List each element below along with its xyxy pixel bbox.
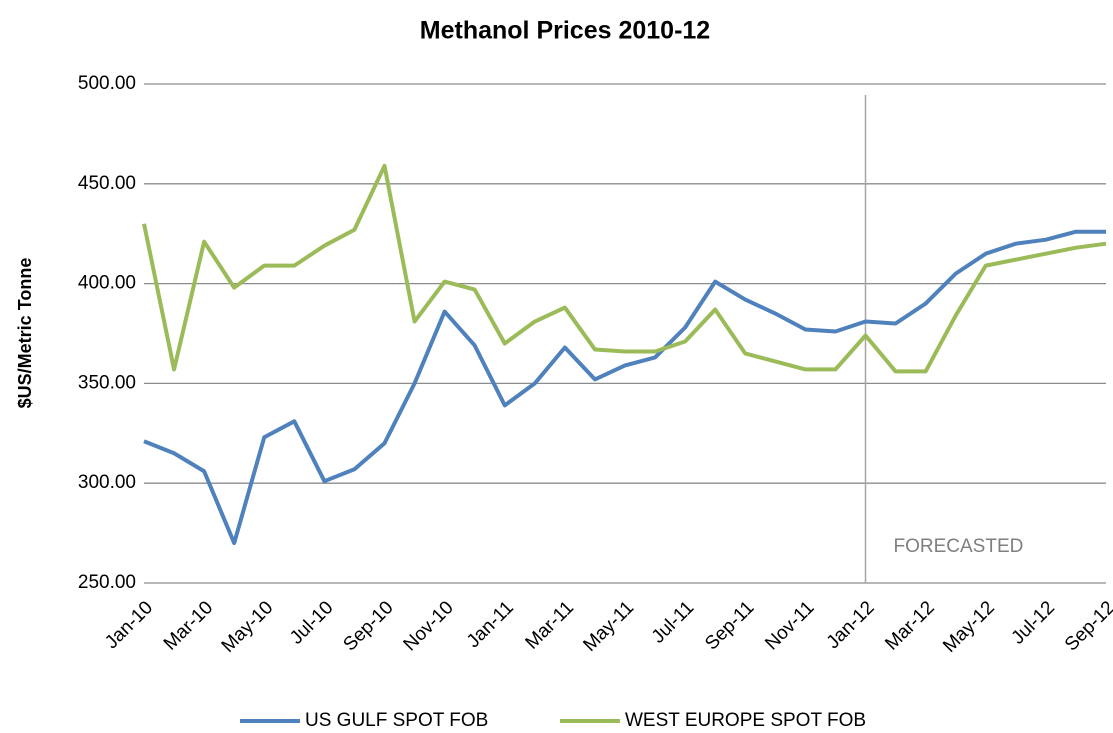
chart-title: Methanol Prices 2010-12 [420, 17, 710, 45]
y-tick-label: 250.00 [78, 572, 136, 593]
x-tick-label: Jul-10 [286, 597, 337, 648]
x-tick-label: Jul-11 [648, 597, 698, 647]
x-tick-label: May-10 [218, 597, 278, 657]
x-tick-label: May-11 [579, 597, 638, 656]
x-tick-label: Jan-11 [463, 597, 518, 652]
x-tick-label: Jan-12 [823, 597, 879, 653]
y-tick-label: 450.00 [78, 173, 136, 194]
x-tick-label: Nov-11 [761, 597, 818, 654]
x-tick-label: Sep-11 [701, 597, 758, 654]
x-tick-label: May-12 [939, 597, 999, 657]
line-series [143, 229, 1106, 546]
x-tick-label: Mar-10 [160, 597, 217, 654]
x-tick-label: Mar-11 [522, 597, 578, 653]
y-tick-label: 500.00 [78, 73, 136, 94]
annotation: FORECASTED [894, 536, 1024, 557]
x-tick-label: Mar-12 [881, 597, 938, 654]
line-series [142, 163, 1107, 374]
legend-label: US GULF SPOT FOB [305, 710, 488, 731]
x-tick-label: Sep-12 [1061, 597, 1113, 655]
y-tick-label: 300.00 [78, 472, 136, 493]
x-tick-label: Jul-12 [1008, 597, 1059, 648]
legend-label: WEST EUROPE SPOT FOB [625, 710, 866, 731]
y-tick-label: 400.00 [78, 273, 136, 294]
x-tick-label: Nov-10 [400, 597, 458, 655]
y-tick-label: 350.00 [78, 372, 136, 393]
y-axis-label: $US/Metric Tonne [15, 258, 35, 409]
x-tick-label: Jan-10 [101, 597, 157, 653]
x-tick-label: Sep-10 [339, 597, 397, 655]
